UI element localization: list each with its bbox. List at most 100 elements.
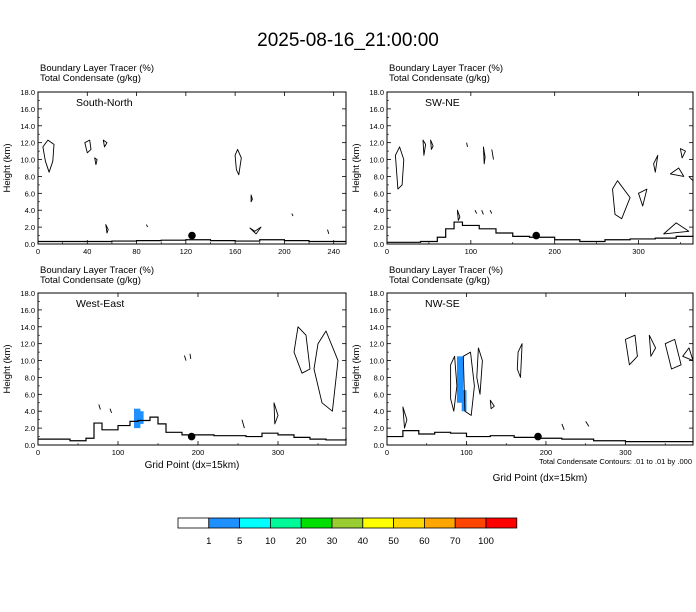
y-tick-label: 16.0 bbox=[20, 105, 35, 114]
condensate-contour bbox=[422, 139, 427, 156]
y-tick-label: 10.0 bbox=[369, 357, 384, 366]
y-tick-label: 10.0 bbox=[20, 357, 35, 366]
y-tick-label: 0.0 bbox=[374, 240, 384, 249]
panel-sw-ne: Boundary Layer Tracer (%) Total Condensa… bbox=[350, 60, 696, 270]
y-axis-label: Height (km) bbox=[351, 344, 362, 393]
y-tick-label: 12.0 bbox=[20, 340, 35, 349]
contour-chart-south-north: 0.0 2.0 4.0 6.0 8.0 10.0 12.0 14.0 16.0 18.0 0 40 80… bbox=[2, 88, 347, 256]
y-tick-label: 18.0 bbox=[20, 289, 35, 298]
condensate-contour bbox=[474, 209, 478, 214]
condensate-contour bbox=[241, 419, 245, 429]
condensate-contour bbox=[109, 408, 113, 414]
x-tick-label: 240 bbox=[327, 247, 340, 256]
tracer-shading bbox=[138, 411, 144, 424]
cross-section-label: SW-NE bbox=[425, 97, 460, 109]
y-tick-label: 8.0 bbox=[374, 373, 384, 382]
x-tick-label: 100 bbox=[112, 448, 125, 457]
colorbar-swatch bbox=[423, 517, 456, 529]
x-tick-label: 200 bbox=[540, 448, 553, 457]
cross-section-label: West-East bbox=[76, 298, 124, 310]
location-marker bbox=[532, 231, 541, 240]
plot-frame bbox=[386, 91, 694, 245]
field-label: Boundary Layer Tracer (%) bbox=[389, 63, 504, 74]
x-axis-label: Grid Point (dx=15km) bbox=[493, 473, 588, 484]
y-tick-label: 12.0 bbox=[369, 340, 384, 349]
condensate-contour bbox=[663, 222, 690, 235]
cross-section-label: South-North bbox=[76, 97, 133, 109]
condensate-contour bbox=[638, 188, 648, 207]
field2-label: Total Condensate (g/kg) bbox=[40, 275, 141, 286]
condensate-contour bbox=[476, 347, 483, 395]
contour-chart-sw-ne: 0.0 2.0 4.0 6.0 8.0 10.0 12.0 14.0 16.0 18.0 0 100 2… bbox=[351, 88, 694, 256]
condensate-contour bbox=[293, 326, 311, 374]
x-axis-label: Grid Point (dx=15km) bbox=[145, 460, 240, 471]
figure-title: 2025-08-16_21:00:00 bbox=[257, 30, 439, 51]
condensate-contour bbox=[291, 213, 294, 217]
colorbar-swatch bbox=[393, 517, 425, 529]
condensate-contour bbox=[516, 343, 523, 378]
colorbar-label: 30 bbox=[327, 536, 338, 547]
colorbar-swatch bbox=[208, 517, 241, 529]
colorbar-swatch bbox=[362, 517, 394, 529]
y-tick-label: 0.0 bbox=[25, 441, 35, 450]
condensate-contour bbox=[585, 421, 590, 427]
y-axis-label: Height (km) bbox=[351, 143, 362, 192]
y-tick-label: 14.0 bbox=[20, 323, 35, 332]
x-tick-label: 120 bbox=[180, 247, 193, 256]
terrain-line bbox=[38, 239, 346, 243]
y-tick-label: 14.0 bbox=[369, 323, 384, 332]
condensate-contour bbox=[42, 139, 55, 173]
x-tick-label: 300 bbox=[632, 247, 645, 256]
condensate-contour bbox=[249, 226, 262, 235]
colorbar-swatch bbox=[177, 517, 210, 529]
panel-nw-se: Boundary Layer Tracer (%) Total Condensa… bbox=[350, 262, 696, 492]
y-tick-label: 12.0 bbox=[20, 139, 35, 148]
y-tick-label: 18.0 bbox=[20, 88, 35, 97]
colorbar-label: 1 bbox=[206, 536, 211, 547]
field-label: Boundary Layer Tracer (%) bbox=[40, 265, 155, 276]
colorbar-swatch bbox=[239, 517, 271, 529]
condensate-contour bbox=[561, 423, 565, 430]
panel-south-north: Boundary Layer Tracer (%) Total Condensa… bbox=[0, 60, 350, 270]
condensate-contour bbox=[612, 180, 631, 220]
y-tick-label: 16.0 bbox=[369, 105, 384, 114]
x-tick-label: 0 bbox=[385, 448, 389, 457]
y-tick-label: 4.0 bbox=[25, 407, 35, 416]
y-tick-label: 6.0 bbox=[25, 390, 35, 399]
x-tick-label: 100 bbox=[460, 448, 473, 457]
condensate-contour bbox=[84, 139, 92, 154]
y-tick-label: 6.0 bbox=[25, 189, 35, 198]
location-marker bbox=[187, 432, 196, 441]
condensate-contour bbox=[688, 176, 694, 182]
contour-note: Total Condensate Contours: .01 to .01 by… bbox=[538, 457, 692, 466]
field2-label: Total Condensate (g/kg) bbox=[389, 73, 490, 84]
condensate-contour bbox=[456, 209, 461, 221]
condensate-contour bbox=[102, 139, 108, 148]
colorbar-swatch bbox=[485, 517, 518, 529]
colorbar: 1 5 10 20 30 40 50 60 70 100 bbox=[177, 517, 518, 547]
x-tick-label: 200 bbox=[548, 247, 561, 256]
condensate-contour bbox=[98, 404, 101, 410]
terrain-line bbox=[387, 430, 694, 443]
y-axis-label: Height (km) bbox=[2, 344, 13, 393]
location-marker bbox=[534, 432, 542, 441]
condensate-contour bbox=[648, 334, 657, 357]
plot-frame bbox=[37, 292, 347, 446]
y-tick-label: 8.0 bbox=[374, 172, 384, 181]
condensate-contour bbox=[624, 334, 638, 366]
y-tick-label: 16.0 bbox=[20, 306, 35, 315]
condensate-contour bbox=[489, 399, 495, 410]
condensate-contour bbox=[105, 224, 109, 234]
condensate-contour bbox=[402, 406, 408, 429]
contour-chart-nw-se: 0.0 2.0 4.0 6.0 8.0 10.0 12.0 14.0 16.0 18.0 0 100 2… bbox=[351, 289, 694, 484]
condensate-contour bbox=[273, 402, 279, 425]
x-tick-label: 300 bbox=[272, 448, 285, 457]
contour-chart-west-east: 0.0 2.0 4.0 6.0 8.0 10.0 12.0 14.0 16.0 18.0 0 100 2… bbox=[2, 289, 347, 471]
condensate-contour bbox=[664, 338, 682, 370]
condensate-contour bbox=[682, 347, 694, 362]
condensate-contour bbox=[250, 194, 253, 203]
colorbar-label: 40 bbox=[358, 536, 369, 547]
y-tick-label: 8.0 bbox=[25, 172, 35, 181]
x-tick-label: 0 bbox=[36, 448, 40, 457]
y-tick-label: 0.0 bbox=[25, 240, 35, 249]
